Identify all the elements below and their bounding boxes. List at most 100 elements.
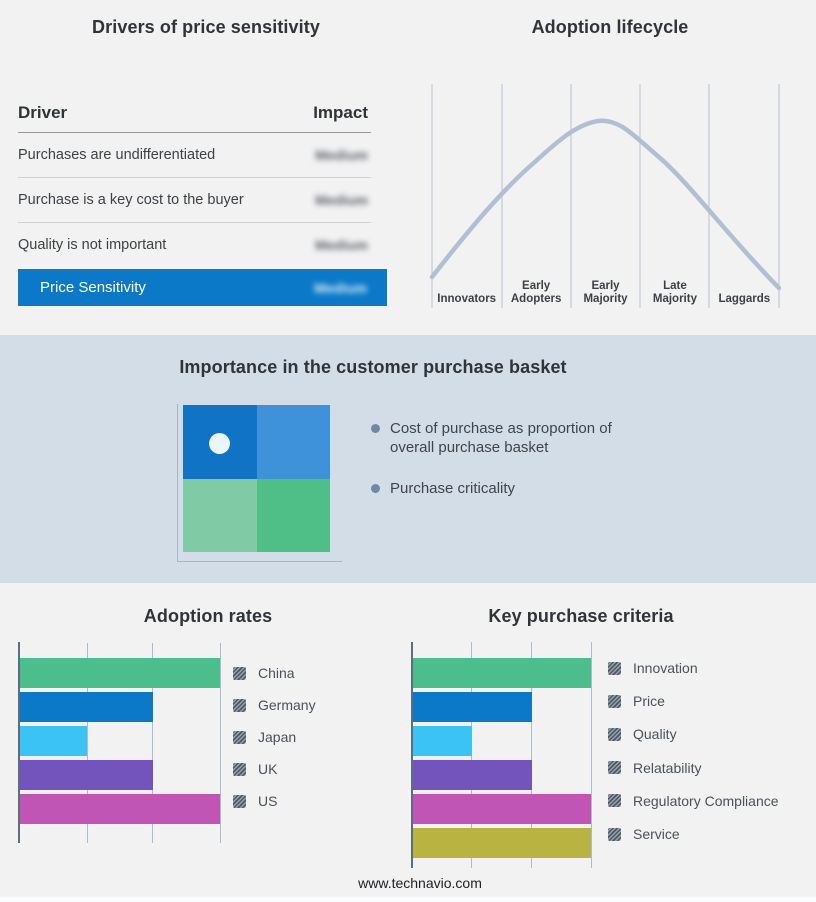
driver-cell: Quality is not important — [18, 237, 167, 253]
basket-panel-title: Importance in the customer purchase bask… — [179, 357, 567, 377]
position-marker-dot — [209, 433, 230, 454]
list-item: Cost of purchase as proportion of overal… — [371, 419, 623, 457]
y-axis — [18, 642, 20, 843]
bullet-text: Purchase criticality — [390, 480, 516, 497]
quadrant-cell-top-right — [256, 405, 330, 479]
legend-item-price: Price — [608, 693, 665, 709]
quadrant-x-axis — [177, 561, 342, 562]
bar-innovation — [413, 658, 591, 688]
bar-japan — [20, 726, 87, 756]
stage-label-innovators: Innovators — [437, 293, 497, 305]
bar-relatability — [413, 760, 532, 790]
purchase-basket-band: Importance in the customer purchase bask… — [0, 335, 816, 583]
gridline — [219, 643, 221, 843]
drivers-panel-title: Drivers of price sensitivity — [92, 17, 320, 37]
stage-label-laggards: Laggards — [718, 293, 771, 305]
legend-label: Innovation — [633, 660, 698, 676]
lifecycle-gridlines — [431, 84, 780, 308]
table-row: Quality is not important Medium — [18, 223, 371, 267]
lifecycle-stage-labels: Innovators Early Adopters Early Majority… — [432, 266, 779, 307]
key-purchase-criteria-title: Key purchase criteria — [488, 606, 674, 626]
table-row: Purchases are undifferentiated Medium — [18, 133, 371, 178]
gridline — [151, 643, 153, 843]
lifecycle-curve-svg — [429, 84, 782, 308]
adoption-rates-chart: China Germany Japan UK US — [18, 642, 408, 857]
footer-url: www.technavio.com — [358, 875, 482, 891]
adoption-rates-title: Adoption rates — [143, 606, 273, 626]
adoption-lifecycle-chart: Innovators Early Adopters Early Majority… — [408, 70, 816, 315]
gridline — [86, 643, 88, 843]
legend-item-innovation: Innovation — [608, 660, 698, 676]
legend-swatch-icon — [608, 727, 621, 741]
key-purchase-criteria-chart: Innovation Price Quality Relatability Regula… — [411, 642, 816, 874]
column-header-driver: Driver — [18, 103, 68, 122]
legend-item-uk: UK — [233, 761, 277, 777]
legend-swatch-icon — [608, 661, 621, 675]
legend-swatch-icon — [233, 666, 246, 680]
bar-quality — [413, 726, 473, 756]
bar-germany — [20, 692, 154, 722]
table-row: Purchase is a key cost to the buyer Medi… — [18, 178, 371, 223]
bar-price — [413, 692, 532, 722]
legend-swatch-icon — [608, 794, 621, 808]
legend-swatch-icon — [233, 762, 246, 776]
legend-label: UK — [258, 761, 278, 777]
bar-regulatory-compliance — [413, 794, 591, 824]
legend-label: Quality — [633, 726, 677, 743]
legend-label: Price — [633, 693, 665, 710]
impact-cell-blurred: Medium — [315, 192, 368, 208]
impact-cell-blurred: Medium — [315, 237, 368, 253]
bullet-text: Cost of purchase as proportion of overal… — [390, 420, 612, 456]
legend-swatch-icon — [233, 698, 246, 712]
stage-label-early-majority: Early Majority — [583, 280, 628, 305]
list-item: Purchase criticality — [371, 479, 623, 498]
y-axis — [411, 642, 413, 868]
bell-curve — [429, 118, 782, 291]
legend-swatch-icon — [608, 694, 621, 708]
bar-china — [20, 658, 220, 688]
quadrant-y-axis — [177, 404, 178, 561]
impact-cell-blurred: Medium — [314, 279, 367, 296]
bar-service — [413, 828, 591, 858]
legend-item-japan: Japan — [233, 729, 296, 745]
quadrant-cell-bottom-left — [183, 478, 257, 552]
legend-label: Germany — [258, 697, 316, 713]
bar-uk — [20, 760, 154, 790]
bullet-icon — [371, 484, 380, 493]
legend-item-regulatory-compliance: Regulatory Compliance — [608, 793, 779, 809]
column-header-impact: Impact — [313, 103, 368, 122]
stage-label-early-adopters: Early Adopters — [510, 280, 562, 305]
legend-swatch-icon — [608, 827, 621, 841]
quadrant-matrix — [183, 405, 330, 552]
bullet-icon — [371, 424, 380, 433]
stage-label-late-majority: Late Majority — [652, 280, 697, 305]
driver-cell: Purchase is a key cost to the buyer — [18, 192, 244, 208]
quadrant-cell-top-left — [183, 405, 257, 479]
legend-label: China — [258, 665, 295, 681]
legend-item-quality: Quality — [608, 726, 677, 742]
legend-item-germany: Germany — [233, 697, 316, 713]
gridline — [591, 642, 592, 868]
drivers-table-header: Driver Impact — [18, 90, 371, 133]
legend-swatch-icon — [233, 730, 246, 744]
legend-label: Regulatory Compliance — [633, 792, 779, 809]
legend-item-us: US — [233, 793, 277, 809]
impact-cell-blurred: Medium — [315, 147, 368, 163]
driver-cell: Purchases are undifferentiated — [18, 147, 216, 163]
legend-swatch-icon — [233, 794, 246, 808]
legend-swatch-icon — [608, 761, 621, 775]
bar-us — [20, 794, 220, 824]
legend-item-relatability: Relatability — [608, 760, 701, 776]
legend-label: US — [258, 793, 278, 809]
legend-label: Service — [633, 826, 680, 842]
legend-item-service: Service — [608, 826, 680, 842]
lifecycle-panel-title: Adoption lifecycle — [531, 17, 689, 37]
drivers-table: Driver Impact Purchases are undifferenti… — [18, 90, 371, 267]
highlight-row-label: Price Sensitivity — [40, 279, 146, 296]
legend-label: Japan — [258, 729, 297, 745]
legend-label: Relatability — [633, 759, 702, 776]
basket-bullet-list: Cost of purchase as proportion of overal… — [371, 419, 623, 520]
quadrant-cell-bottom-right — [256, 478, 330, 552]
bottom-strip — [0, 897, 816, 902]
